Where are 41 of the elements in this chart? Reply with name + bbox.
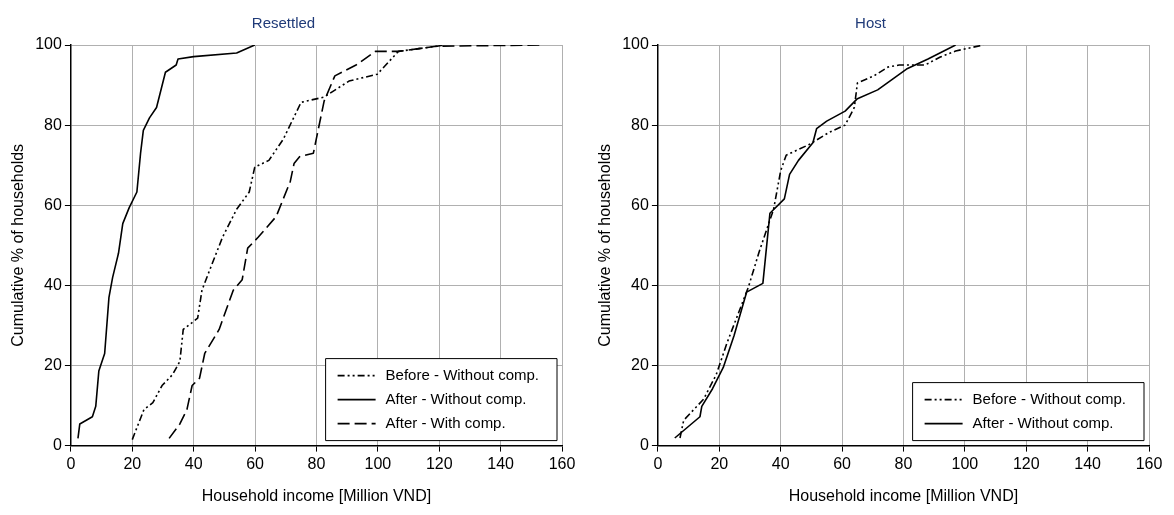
chart-title: Resettled	[251, 14, 316, 32]
x-tick-label: 60	[833, 454, 852, 472]
x-tick-label: 160	[548, 454, 576, 472]
y-tick-label: 0	[52, 436, 62, 454]
y-tick-label: 0	[639, 436, 649, 454]
legend-label: After - With comp.	[385, 413, 506, 431]
x-tick-label: 60	[246, 454, 265, 472]
x-tick-label: 100	[951, 454, 979, 472]
y-axis-title: Cumulative % of households	[9, 143, 27, 347]
y-tick-label: 60	[631, 195, 649, 213]
x-tick-label: 140	[1074, 454, 1102, 472]
y-tick-label: 100	[622, 35, 649, 53]
y-tick-label: 80	[631, 115, 649, 133]
y-tick-label: 100	[35, 35, 62, 53]
x-axis-title: Household income [Million VND]	[788, 486, 1019, 504]
x-tick-label: 120	[425, 454, 453, 472]
y-axis-title: Cumulative % of households	[596, 143, 614, 347]
legend-label: After - Without comp.	[972, 413, 1114, 431]
x-axis-title: Household income [Million VND]	[201, 486, 432, 504]
x-tick-label: 160	[1135, 454, 1163, 472]
legend-label: After - Without comp.	[385, 389, 527, 407]
y-tick-label: 60	[44, 195, 62, 213]
x-tick-label: 140	[487, 454, 515, 472]
x-tick-label: 20	[123, 454, 142, 472]
x-tick-label: 0	[66, 454, 76, 472]
x-tick-label: 40	[771, 454, 790, 472]
x-tick-label: 0	[653, 454, 663, 472]
y-tick-label: 20	[44, 355, 62, 373]
x-tick-label: 20	[710, 454, 729, 472]
y-tick-label: 80	[44, 115, 62, 133]
x-tick-label: 120	[1012, 454, 1040, 472]
y-tick-label: 40	[631, 275, 649, 293]
x-tick-label: 100	[364, 454, 392, 472]
x-tick-label: 80	[307, 454, 326, 472]
x-tick-label: 40	[184, 454, 203, 472]
x-tick-label: 80	[894, 454, 913, 472]
legend-label: Before - Without comp.	[385, 365, 540, 383]
legend-label: Before - Without comp.	[972, 389, 1127, 407]
y-tick-label: 20	[631, 355, 649, 373]
chart-title: Host	[855, 14, 887, 32]
y-tick-label: 40	[44, 275, 62, 293]
